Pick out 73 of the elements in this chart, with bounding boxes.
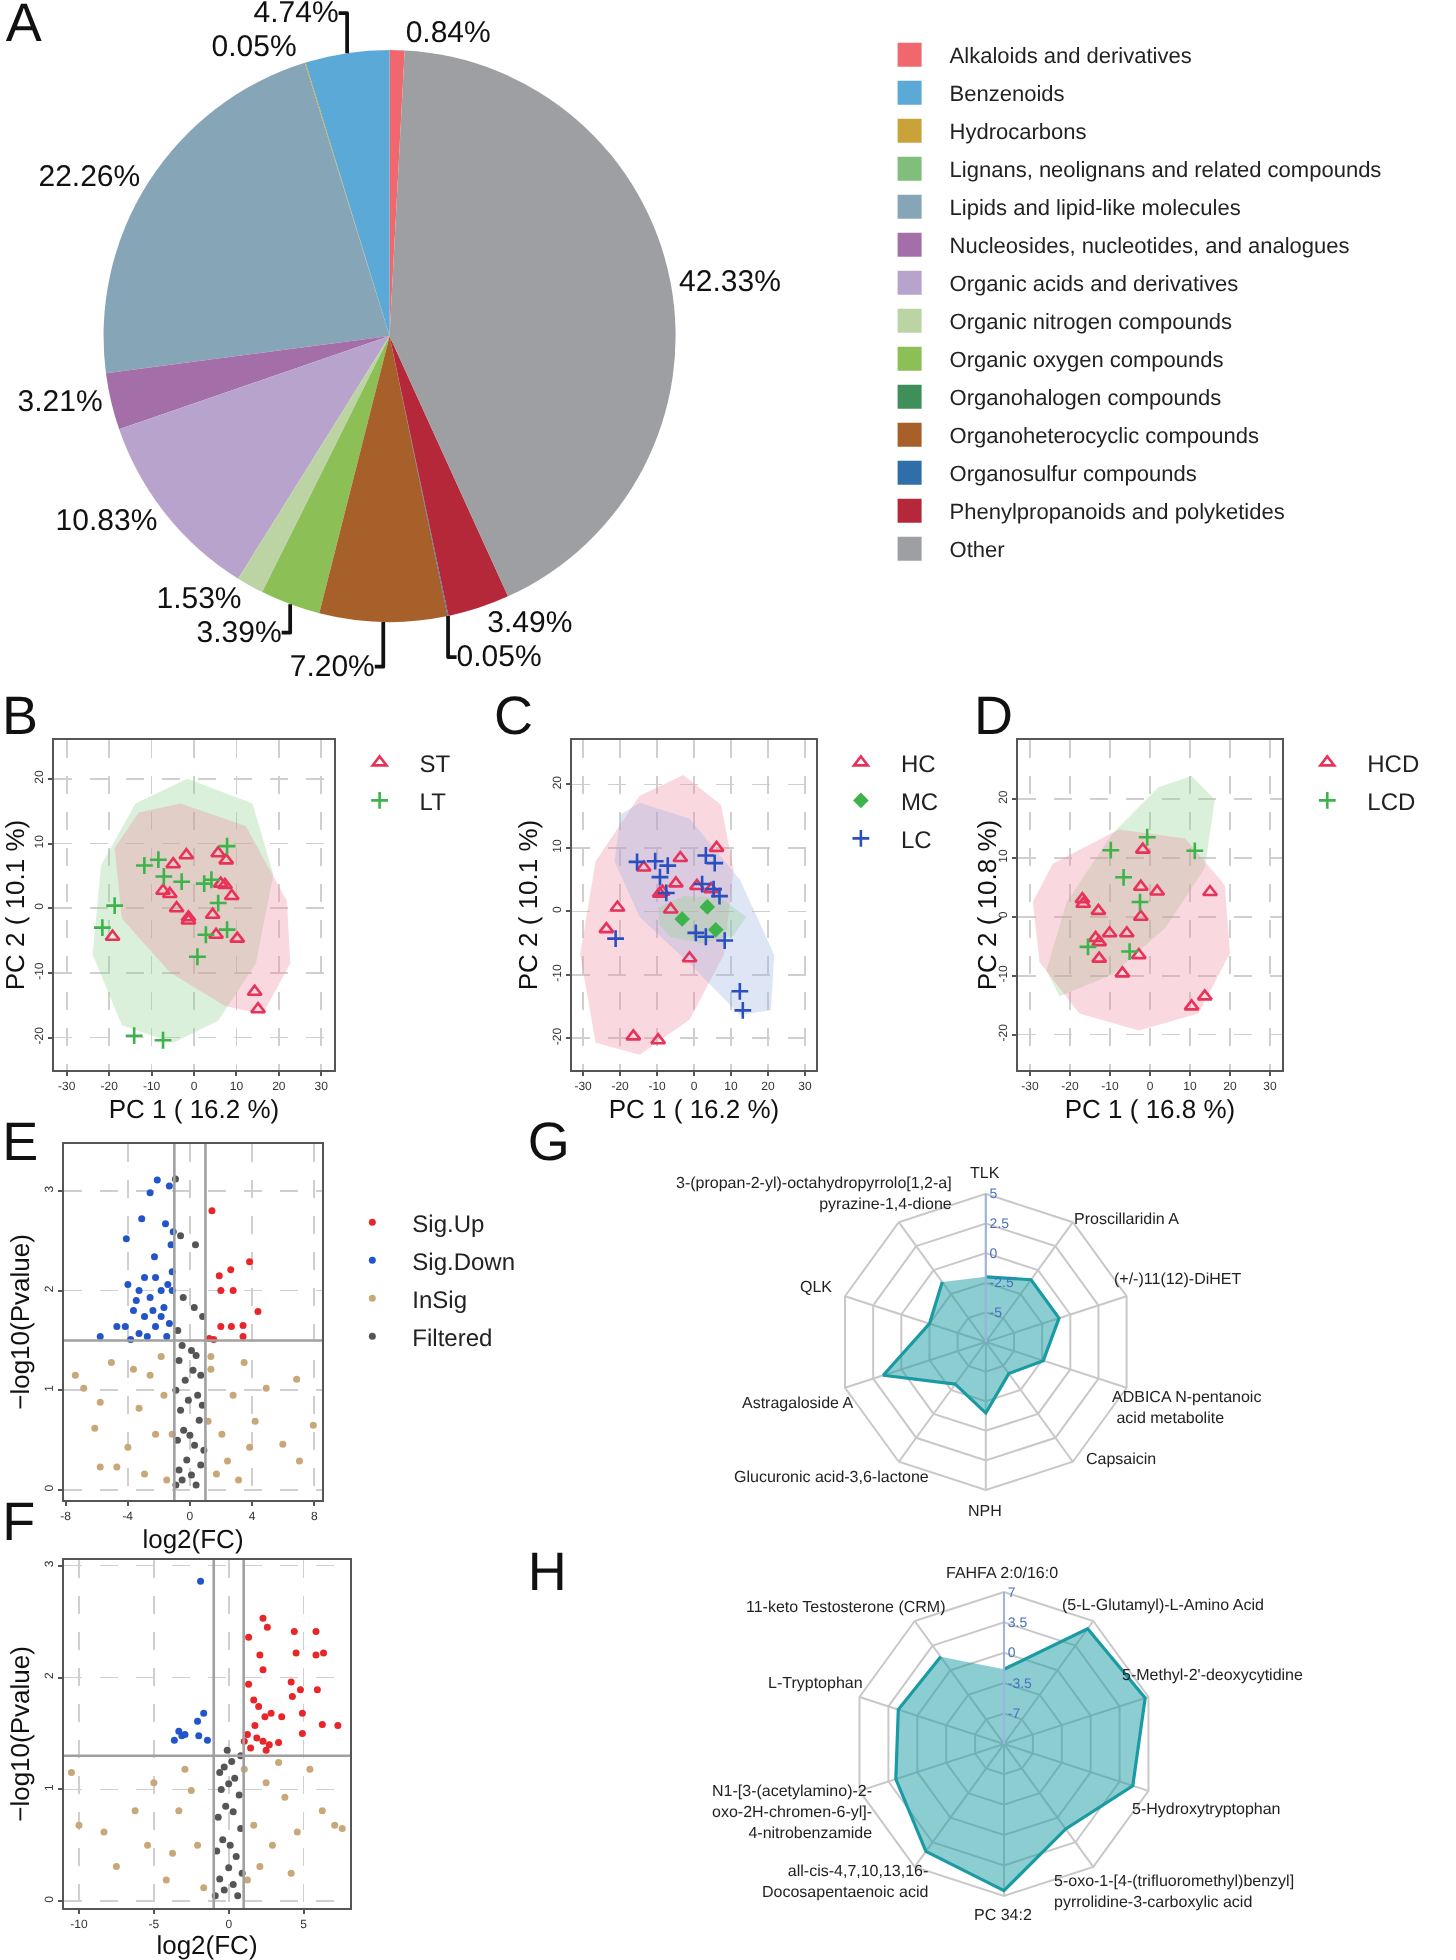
x-axis-title: PC 1 ( 16.2 %) bbox=[108, 1094, 280, 1125]
spoke-label: 11-keto Testosterone (CRM) bbox=[746, 1598, 947, 1616]
legend-label: Organohalogen compounds bbox=[949, 387, 1223, 412]
data-label: 1.53% bbox=[156, 581, 242, 616]
chart-title: C bbox=[493, 686, 533, 746]
spoke-label: N1-[3-(acetylamino)-2- oxo-2H-chromen-6-yl]- 4-nitrobenzamide bbox=[712, 1782, 874, 1842]
legend-label: Organic nitrogen compounds bbox=[949, 311, 1234, 336]
spoke-label: 5-Hydroxytryptophan bbox=[1132, 1800, 1281, 1818]
y-axis-title: PC 2 ( 10.1 %) bbox=[513, 819, 544, 991]
spoke-label: L-Tryptophan bbox=[768, 1674, 863, 1692]
spoke-label: (+/-)11(12)-DiHET bbox=[1114, 1270, 1242, 1288]
spoke-label: QLK bbox=[800, 1278, 834, 1296]
spoke-label: NPH bbox=[968, 1502, 1003, 1520]
spoke-label: (5-L-Glutamyl)-L-Amino Acid bbox=[1062, 1596, 1264, 1614]
legend-label: Organic acids and derivatives bbox=[949, 273, 1240, 298]
x-axis-title: PC 1 ( 16.2 %) bbox=[608, 1094, 780, 1125]
legend-label: Lignans, neolignans and related compounds bbox=[949, 159, 1383, 184]
y-axis-title: −log10(Pvalue) bbox=[5, 1646, 36, 1822]
data-label: 3.49% bbox=[487, 606, 573, 641]
data-label: 10.83% bbox=[55, 503, 158, 538]
legend-label: Sig.Up bbox=[412, 1209, 486, 1238]
spoke-label: FAHFA 2:0/16:0 bbox=[946, 1564, 1060, 1582]
legend-label: Other bbox=[949, 539, 1006, 564]
y-axis-title: PC 2 ( 10.1 %) bbox=[0, 819, 30, 991]
chart-title: B bbox=[1, 686, 38, 746]
legend-label: Sig.Down bbox=[412, 1247, 516, 1276]
x-axis-title: log2(FC) bbox=[142, 1524, 244, 1555]
legend-label: Phenylpropanoids and polyketides bbox=[949, 501, 1286, 526]
legend-label: Hydrocarbons bbox=[949, 121, 1088, 146]
x-axis-title: PC 1 ( 16.8 %) bbox=[1064, 1094, 1236, 1125]
legend-label: LCD bbox=[1367, 787, 1416, 816]
x-axis-title: log2(FC) bbox=[156, 1930, 258, 1960]
data-label: 22.26% bbox=[38, 159, 141, 194]
legend-label: LC bbox=[900, 825, 933, 854]
spoke-label: TLK bbox=[970, 1164, 1001, 1182]
y-axis-title: −log10(Pvalue) bbox=[5, 1234, 36, 1410]
chart-title: A bbox=[5, 0, 42, 54]
legend-label: MC bbox=[900, 787, 939, 816]
spoke-label: ADBICA N-pentanoic acid metabolite bbox=[1112, 1388, 1262, 1427]
spoke-label: 3-(propan-2-yl)-octahydropyrrolo[1,2-a] pyrazine-1,4-dione bbox=[676, 1174, 953, 1213]
data-label: 0.05% bbox=[211, 30, 297, 65]
spoke-label: 5-oxo-1-[4-(trifluoromethyl)benzyl] pyrrolidine-3-carboxylic acid bbox=[1054, 1872, 1295, 1911]
spoke-label: Capsaicin bbox=[1086, 1450, 1157, 1468]
spoke-label: PC 34:2 bbox=[974, 1906, 1033, 1924]
data-label: 0.05% bbox=[456, 640, 542, 675]
legend-label: Organic oxygen compounds bbox=[949, 349, 1225, 374]
legend-label: LT bbox=[419, 787, 448, 816]
legend-label: Lipids and lipid-like molecules bbox=[949, 197, 1242, 222]
legend-label: Organoheterocyclic compounds bbox=[949, 425, 1260, 450]
data-label: 3.39% bbox=[196, 615, 282, 650]
data-label: 42.33% bbox=[679, 265, 781, 300]
spoke-label: Astragaloside A bbox=[742, 1394, 855, 1412]
chart-title: H bbox=[527, 1541, 567, 1602]
legend-label: InSig bbox=[412, 1285, 468, 1314]
data-label: 7.20% bbox=[289, 649, 375, 684]
legend-label: Nucleosides, nucleotides, and analogues bbox=[949, 235, 1351, 260]
legend-label: Filtered bbox=[412, 1323, 493, 1352]
legend-label: Benzenoids bbox=[949, 83, 1066, 108]
legend-label: HC bbox=[900, 749, 937, 778]
data-label: 3.21% bbox=[17, 385, 103, 420]
chart-title: G bbox=[527, 1112, 570, 1172]
legend-label: HCD bbox=[1367, 749, 1420, 778]
legend-label: ST bbox=[419, 749, 452, 778]
spoke-label: Proscillaridin A bbox=[1074, 1210, 1181, 1228]
chart-title: D bbox=[973, 686, 1013, 746]
legend-label: Organosulfur compounds bbox=[949, 463, 1198, 488]
chart-title: E bbox=[2, 1112, 39, 1173]
spoke-label: Glucuronic acid-3,6-lactone bbox=[734, 1468, 930, 1486]
legend-label: Alkaloids and derivatives bbox=[949, 45, 1193, 70]
spoke-label: all-cis-4,7,10,13,16- Docosapentaenoic acid bbox=[762, 1862, 929, 1901]
data-label: 0.84% bbox=[405, 16, 491, 51]
chart-title: F bbox=[2, 1492, 36, 1553]
data-label: 4.74% bbox=[253, 0, 339, 31]
